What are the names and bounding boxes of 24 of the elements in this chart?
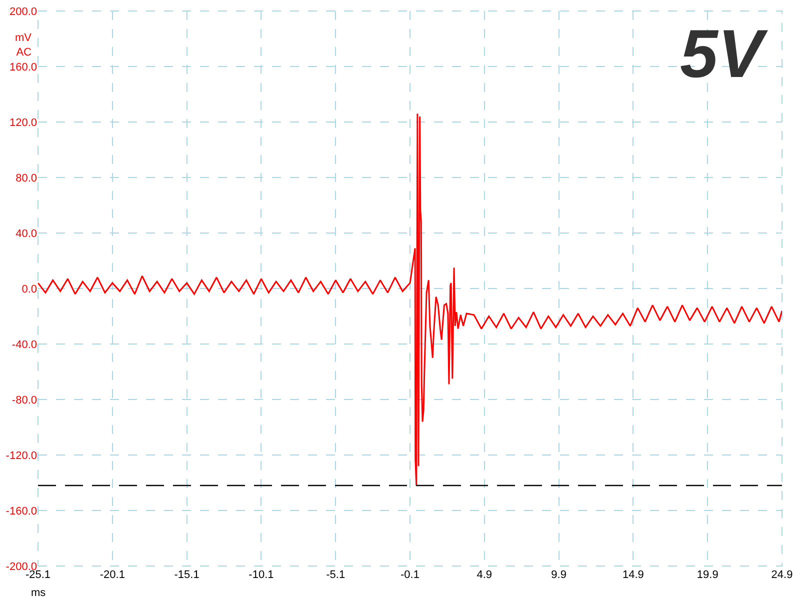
x-tick-label: 14.9 — [622, 569, 644, 581]
y-tick-label: 80.0 — [16, 172, 37, 184]
y-tick-label: -80.0 — [12, 394, 37, 406]
y-axis-title: mV AC — [15, 32, 32, 58]
x-tick-label: -20.1 — [100, 569, 125, 581]
x-tick-label: -15.1 — [174, 569, 200, 581]
x-tick-label: -10.1 — [248, 569, 274, 581]
annotation: 5V — [680, 16, 769, 92]
x-tick-label: 4.9 — [476, 569, 492, 581]
x-tick-label: 24.9 — [771, 569, 793, 581]
x-tick-label: -5.1 — [326, 569, 346, 581]
y-tick-label: 120.0 — [9, 116, 37, 129]
y-tick-label: -160.0 — [6, 505, 37, 518]
y-tick-label: 160.0 — [9, 61, 37, 74]
x-tick-label: 19.9 — [696, 569, 718, 581]
y-tick-label: -120.0 — [6, 450, 37, 462]
x-tick-label: -0.1 — [400, 569, 420, 581]
x-tick-label: 9.9 — [551, 569, 566, 581]
x-axis-title: ms — [31, 587, 46, 599]
y-tick-label: 40.0 — [16, 228, 37, 240]
y-tick-label: 0.0 — [22, 283, 37, 296]
line-series — [38, 112, 782, 486]
y-tick-label: 200.0 — [9, 6, 37, 18]
y-tick-label: -40.0 — [12, 338, 37, 351]
